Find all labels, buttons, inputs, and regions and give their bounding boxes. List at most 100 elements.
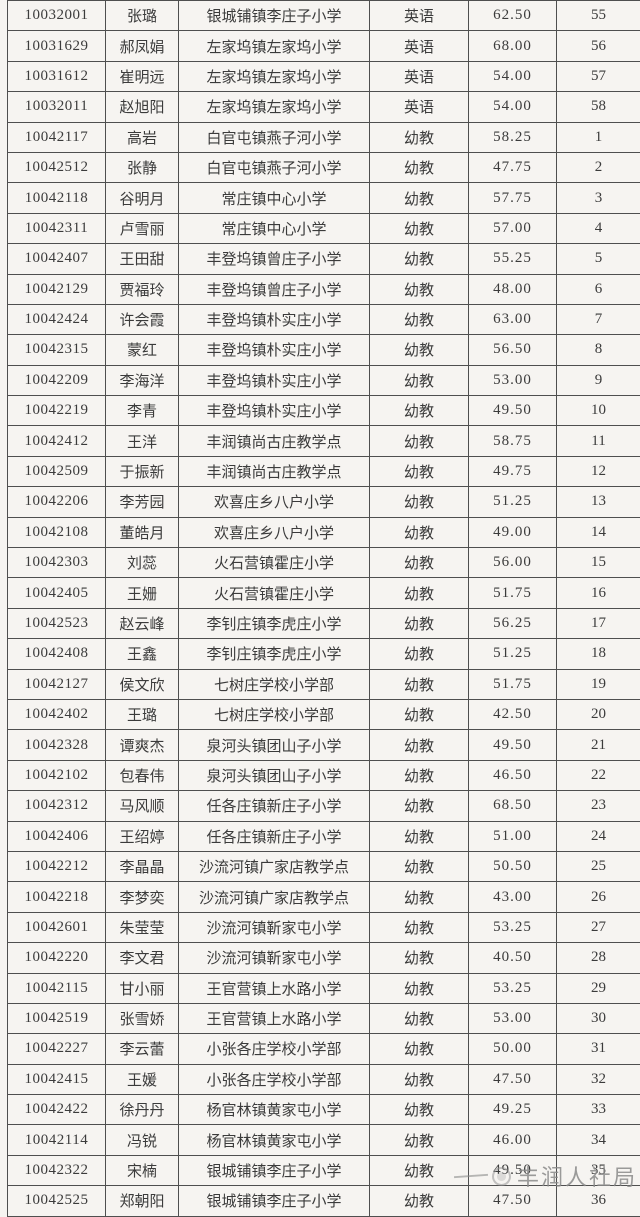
cell-score: 49.00 — [468, 516, 557, 549]
cell-exam_number: 10042408 — [7, 638, 106, 670]
cell-subject: 幼教 — [369, 425, 469, 457]
table-row: 10042601 朱莹莹 沙流河镇靳家屯小学 幼教 53.25 27 — [7, 911, 640, 944]
cell-score: 63.00 — [468, 303, 557, 336]
table-row: 10042406 王绍婷 任各庄镇新庄子小学 幼教 51.00 24 — [7, 820, 640, 852]
cell-subject: 幼教 — [369, 607, 469, 640]
cell-name: 张璐 — [105, 0, 179, 32]
cell-school: 银城铺镇李庄子小学 — [178, 0, 370, 32]
cell-name: 许会霞 — [105, 303, 179, 336]
cell-subject: 英语 — [369, 0, 469, 32]
cell-exam_number: 10042209 — [7, 364, 106, 397]
table-row: 10042312 马风顺 任各庄镇新庄子小学 幼教 68.50 23 — [7, 790, 640, 822]
cell-name: 张静 — [105, 151, 179, 184]
cell-exam_number: 10042115 — [7, 972, 106, 1004]
cell-name: 朱莹莹 — [105, 911, 179, 944]
cell-subject: 幼教 — [369, 1185, 469, 1217]
cell-score: 55.25 — [468, 243, 557, 275]
cell-score: 58.25 — [468, 121, 557, 153]
cell-school: 常庄镇中心小学 — [178, 182, 370, 214]
cell-school: 杨官林镇黄家屯小学 — [178, 1124, 370, 1156]
cell-subject: 幼教 — [369, 1033, 469, 1065]
table-row: 10042328 谭爽杰 泉河头镇团山子小学 幼教 49.50 21 — [7, 729, 640, 761]
cell-subject: 幼教 — [369, 455, 469, 488]
cell-name: 冯锐 — [105, 1124, 179, 1156]
cell-rank: 8 — [556, 334, 640, 366]
cell-rank: 26 — [556, 881, 640, 913]
table-row: 10032011 赵旭阳 左家坞镇左家坞小学 英语 54.00 58 — [7, 91, 640, 123]
cell-name: 卢雪丽 — [105, 212, 179, 245]
cell-exam_number: 10042322 — [7, 1154, 106, 1187]
cell-score: 50.50 — [468, 850, 557, 883]
cell-rank: 19 — [556, 668, 640, 700]
cell-school: 任各庄镇新庄子小学 — [178, 790, 370, 822]
cell-name: 包春伟 — [105, 759, 179, 792]
cell-rank: 28 — [556, 942, 640, 974]
table-row: 10042206 李芳园 欢喜庄乡八户小学 幼教 51.25 13 — [7, 486, 640, 518]
cell-name: 李青 — [105, 395, 179, 427]
cell-rank: 20 — [556, 698, 640, 731]
cell-subject: 幼教 — [369, 881, 469, 913]
cell-school: 丰登坞镇曾庄子小学 — [178, 243, 370, 275]
cell-score: 49.75 — [468, 455, 557, 488]
cell-exam_number: 10042129 — [7, 273, 106, 305]
cell-subject: 英语 — [369, 30, 469, 62]
cell-rank: 18 — [556, 638, 640, 670]
cell-rank: 35 — [556, 1154, 640, 1187]
cell-score: 51.25 — [468, 486, 557, 518]
cell-subject: 幼教 — [369, 516, 469, 549]
cell-rank: 31 — [556, 1033, 640, 1065]
table-row: 10042212 李晶晶 沙流河镇广家店教学点 幼教 50.50 25 — [7, 850, 640, 883]
cell-rank: 22 — [556, 759, 640, 792]
cell-exam_number: 10042212 — [7, 850, 106, 883]
table-row: 10042129 贾福玲 丰登坞镇曾庄子小学 幼教 48.00 6 — [7, 273, 640, 305]
cell-subject: 幼教 — [369, 759, 469, 792]
table-row: 10042422 徐丹丹 杨官林镇黄家屯小学 幼教 49.25 33 — [7, 1094, 640, 1126]
results-table-container: 10032001 张璐 银城铺镇李庄子小学 英语 62.50 55 10031629 郝凤娟左… — [7, 0, 640, 1217]
cell-score: 49.50 — [468, 395, 557, 427]
cell-exam_number: 10042315 — [7, 334, 106, 366]
cell-subject: 幼教 — [369, 638, 469, 670]
cell-subject: 幼教 — [369, 182, 469, 214]
cell-school: 王官营镇上水路小学 — [178, 972, 370, 1004]
cell-exam_number: 10042219 — [7, 395, 106, 427]
cell-subject: 幼教 — [369, 698, 469, 731]
cell-score: 51.75 — [468, 668, 557, 700]
cell-subject: 幼教 — [369, 547, 469, 579]
cell-school: 沙流河镇广家店教学点 — [178, 850, 370, 883]
cell-exam_number: 10042206 — [7, 486, 106, 518]
cell-exam_number: 10042523 — [7, 607, 106, 640]
cell-subject: 幼教 — [369, 151, 469, 184]
cell-rank: 16 — [556, 577, 640, 609]
cell-name: 李晶晶 — [105, 850, 179, 883]
cell-score: 42.50 — [468, 698, 557, 731]
cell-school: 泉河头镇团山子小学 — [178, 759, 370, 792]
cell-rank: 15 — [556, 547, 640, 579]
cell-rank: 10 — [556, 395, 640, 427]
cell-subject: 英语 — [369, 91, 469, 123]
table-row: 10042114 冯锐 杨官林镇黄家屯小学 幼教 46.00 34 — [7, 1124, 640, 1156]
table-row: 10042102 包春伟 泉河头镇团山子小学 幼教 46.50 22 — [7, 759, 640, 792]
table-row: 10042117 高岩 白官屯镇燕子河小学 幼教 58.25 1 — [7, 121, 640, 153]
table-row: 10042525 郑朝阳 银城铺镇李庄子小学 幼教 47.50 36 — [7, 1185, 640, 1217]
cell-name: 王绍婷 — [105, 820, 179, 852]
cell-exam_number: 10042102 — [7, 759, 106, 792]
cell-exam_number: 10042114 — [7, 1124, 106, 1156]
cell-rank: 58 — [556, 91, 640, 123]
table-row: 10042108 董皓月 欢喜庄乡八户小学 幼教 49.00 14 — [7, 516, 640, 549]
cell-exam_number: 10042601 — [7, 911, 106, 944]
cell-name: 甘小丽 — [105, 972, 179, 1004]
cell-subject: 幼教 — [369, 395, 469, 427]
cell-name: 董皓月 — [105, 516, 179, 549]
cell-subject: 幼教 — [369, 942, 469, 974]
cell-school: 沙流河镇靳家屯小学 — [178, 942, 370, 974]
table-row: 10042424 许会霞 丰登坞镇朴实庄小学 幼教 63.00 7 — [7, 303, 640, 336]
cell-exam_number: 10042519 — [7, 1002, 106, 1035]
cell-rank: 6 — [556, 273, 640, 305]
cell-exam_number: 10031629 — [7, 30, 106, 62]
cell-name: 谭爽杰 — [105, 729, 179, 761]
cell-rank: 1 — [556, 121, 640, 153]
cell-subject: 幼教 — [369, 1094, 469, 1126]
cell-school: 丰登坞镇曾庄子小学 — [178, 273, 370, 305]
cell-score: 51.00 — [468, 820, 557, 852]
cell-rank: 23 — [556, 790, 640, 822]
